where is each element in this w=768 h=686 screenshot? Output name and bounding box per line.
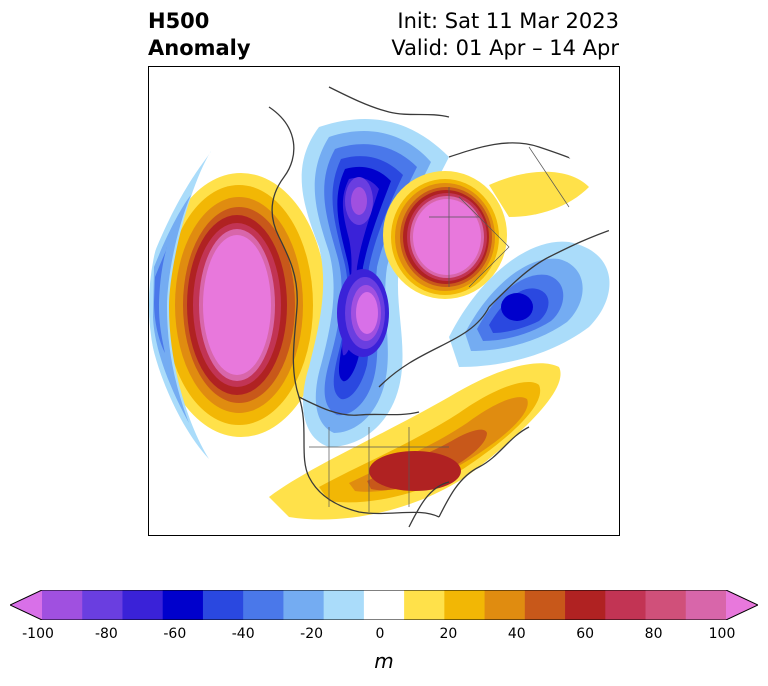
title-variable: H500	[148, 9, 210, 33]
colorbar-segment	[283, 590, 325, 620]
colorbar-segment	[565, 590, 606, 620]
anomaly-barents-trough	[449, 241, 610, 367]
anomaly-siberia-ridge	[383, 171, 589, 299]
borders	[309, 146, 570, 512]
init-date: Init: Sat 11 Mar 2023	[397, 9, 619, 33]
colorbar-extend-min	[10, 590, 42, 620]
colorbar-tick-label: 60	[576, 626, 595, 642]
colorbar-segment	[484, 590, 526, 620]
title-field: Anomaly	[148, 36, 251, 60]
colorbar-segment	[645, 590, 687, 620]
colorbar-extend-max	[726, 590, 758, 620]
colorbar-tick-label: 80	[644, 626, 663, 642]
map-canvas	[149, 86, 619, 528]
colorbar-segment	[243, 590, 284, 620]
colorbar-segment	[363, 590, 405, 620]
colorbar-tick-label: 100	[708, 626, 736, 642]
colorbar-segment	[404, 590, 445, 620]
map-title-left: H500 Anomaly	[148, 8, 251, 62]
colorbar-segment	[323, 590, 365, 620]
colorbar-tick-label: 40	[507, 626, 526, 642]
colorbar-tick-label: -20	[300, 626, 324, 642]
colorbar-tick-label: -100	[22, 626, 54, 642]
anomaly-map	[148, 66, 620, 536]
colorbar-segment	[162, 590, 204, 620]
colorbar-segment	[122, 590, 164, 620]
colorbar-segment	[202, 590, 244, 620]
colorbar-segment	[524, 590, 566, 620]
anomaly-pacific-ridge	[155, 173, 327, 437]
colorbar-unit: m	[374, 649, 394, 673]
colorbar	[10, 590, 758, 620]
colorbar-segment	[42, 590, 83, 620]
colorbar-tick-label: 0	[375, 626, 385, 642]
colorbar-tick-label: -60	[163, 626, 187, 642]
colorbar-segment	[82, 590, 123, 620]
colorbar-tick-label: -40	[231, 626, 255, 642]
anomaly-west-pacific-trough	[149, 151, 211, 459]
colorbar-tick-label: -80	[94, 626, 118, 642]
map-title-right: Init: Sat 11 Mar 2023 Valid: 01 Apr – 14…	[391, 8, 619, 62]
colorbar-segments	[10, 590, 758, 620]
colorbar-segment	[444, 590, 486, 620]
valid-range: Valid: 01 Apr – 14 Apr	[391, 36, 619, 60]
colorbar-segment	[685, 590, 727, 620]
colorbar-segment	[605, 590, 647, 620]
colorbar-tick-label: 20	[439, 626, 458, 642]
anomaly-us-atlantic-ridge	[269, 363, 561, 520]
